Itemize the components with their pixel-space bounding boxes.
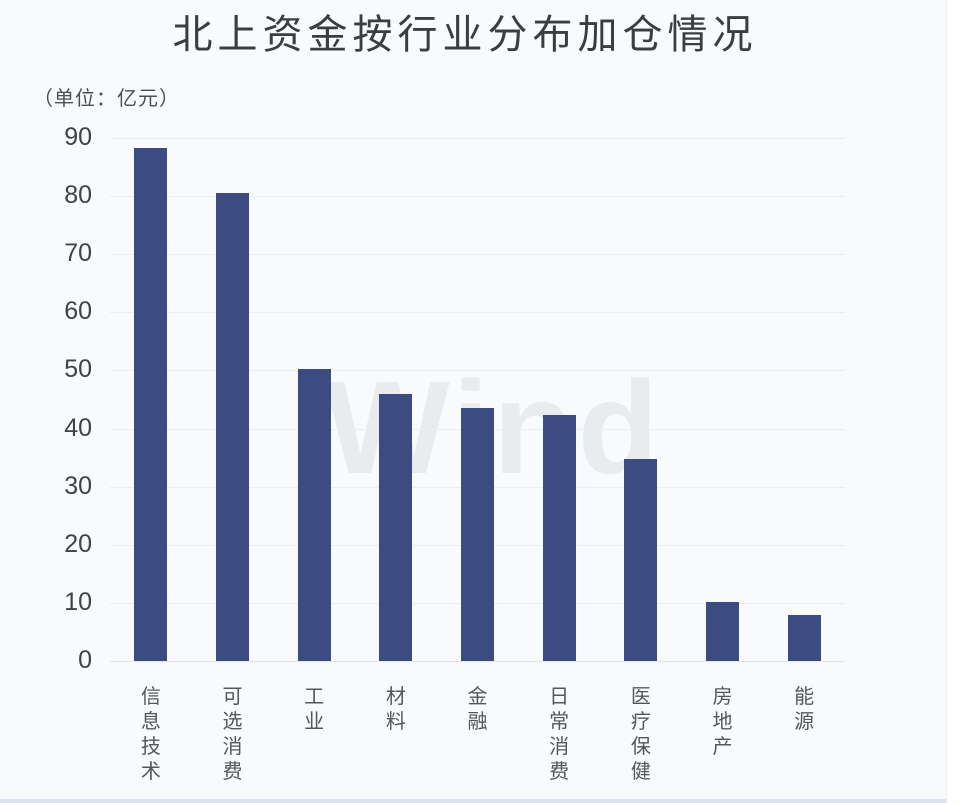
bar [787, 614, 821, 661]
y-tick-label: 60 [64, 297, 92, 326]
y-tick-label: 0 [78, 645, 92, 674]
y-tick-label: 30 [64, 471, 92, 500]
bar [134, 148, 168, 661]
bar [624, 459, 658, 661]
x-category-label: 可 选 消 费 [222, 686, 243, 783]
bar [297, 368, 331, 661]
bar [542, 414, 576, 661]
grid-line [110, 138, 845, 139]
y-tick-label: 40 [64, 413, 92, 442]
bar [379, 393, 413, 661]
y-tick-label: 20 [64, 529, 92, 558]
y-tick-label: 50 [64, 355, 92, 384]
grid-line [110, 370, 845, 372]
grid-line [110, 196, 845, 198]
grid-line [110, 254, 845, 256]
x-category-label: 材 料 [385, 686, 406, 733]
y-tick-label: 10 [64, 587, 92, 616]
x-category-label: 金 融 [467, 686, 488, 733]
chart-title: 北上资金按行业分布加仓情况 [172, 13, 758, 57]
x-category-label: 医 疗 保 健 [630, 686, 651, 783]
y-tick-label: 80 [64, 181, 92, 210]
x-category-label: 日 常 消 费 [549, 686, 570, 783]
right-edge-strip [946, 0, 960, 803]
x-category-label: 房 地 产 [712, 686, 733, 758]
y-tick-label: 90 [64, 122, 92, 151]
unit-label: （单位：亿元） [33, 88, 180, 110]
y-tick-label: 70 [64, 239, 92, 268]
grid-line [110, 312, 845, 314]
bar [216, 193, 249, 661]
x-category-label: 信 息 技 术 [140, 686, 161, 783]
x-category-label: 工 业 [304, 686, 325, 733]
bar [461, 408, 494, 661]
x-axis-line [110, 661, 845, 662]
x-category-label: 能 源 [794, 686, 815, 733]
bottom-edge-strip [0, 799, 946, 803]
bar [706, 601, 739, 661]
